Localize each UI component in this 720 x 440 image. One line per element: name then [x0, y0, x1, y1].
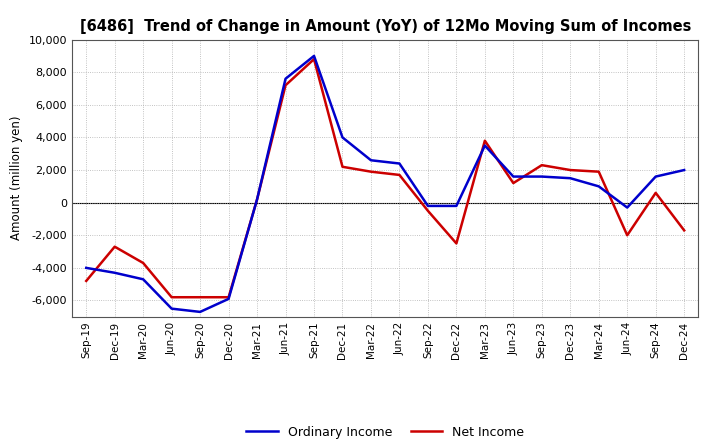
Net Income	[196, 295, 204, 300]
Net Income	[225, 295, 233, 300]
Ordinary Income	[537, 174, 546, 179]
Net Income	[82, 278, 91, 283]
Ordinary Income	[196, 309, 204, 315]
Ordinary Income	[139, 277, 148, 282]
Ordinary Income	[282, 76, 290, 81]
Ordinary Income	[82, 265, 91, 271]
Line: Net Income: Net Income	[86, 59, 684, 297]
Ordinary Income	[253, 197, 261, 202]
Net Income	[253, 197, 261, 202]
Line: Ordinary Income: Ordinary Income	[86, 56, 684, 312]
Ordinary Income	[595, 184, 603, 189]
Ordinary Income	[395, 161, 404, 166]
Ordinary Income	[680, 167, 688, 172]
Net Income	[595, 169, 603, 174]
Ordinary Income	[310, 53, 318, 59]
Ordinary Income	[110, 270, 119, 275]
Net Income	[480, 138, 489, 143]
Net Income	[282, 83, 290, 88]
Y-axis label: Amount (million yen): Amount (million yen)	[10, 116, 23, 240]
Net Income	[167, 295, 176, 300]
Net Income	[366, 169, 375, 174]
Net Income	[652, 190, 660, 195]
Net Income	[509, 180, 518, 186]
Ordinary Income	[623, 205, 631, 210]
Title: [6486]  Trend of Change in Amount (YoY) of 12Mo Moving Sum of Incomes: [6486] Trend of Change in Amount (YoY) o…	[79, 19, 691, 34]
Ordinary Income	[225, 296, 233, 301]
Net Income	[310, 56, 318, 62]
Ordinary Income	[423, 203, 432, 209]
Net Income	[338, 164, 347, 169]
Ordinary Income	[652, 174, 660, 179]
Net Income	[566, 167, 575, 172]
Net Income	[680, 228, 688, 233]
Ordinary Income	[452, 203, 461, 209]
Net Income	[423, 208, 432, 213]
Ordinary Income	[509, 174, 518, 179]
Ordinary Income	[566, 176, 575, 181]
Net Income	[537, 162, 546, 168]
Ordinary Income	[167, 306, 176, 311]
Legend: Ordinary Income, Net Income: Ordinary Income, Net Income	[241, 421, 529, 440]
Ordinary Income	[366, 158, 375, 163]
Net Income	[452, 241, 461, 246]
Net Income	[395, 172, 404, 178]
Net Income	[139, 260, 148, 266]
Net Income	[623, 233, 631, 238]
Ordinary Income	[480, 143, 489, 148]
Net Income	[110, 244, 119, 249]
Ordinary Income	[338, 135, 347, 140]
